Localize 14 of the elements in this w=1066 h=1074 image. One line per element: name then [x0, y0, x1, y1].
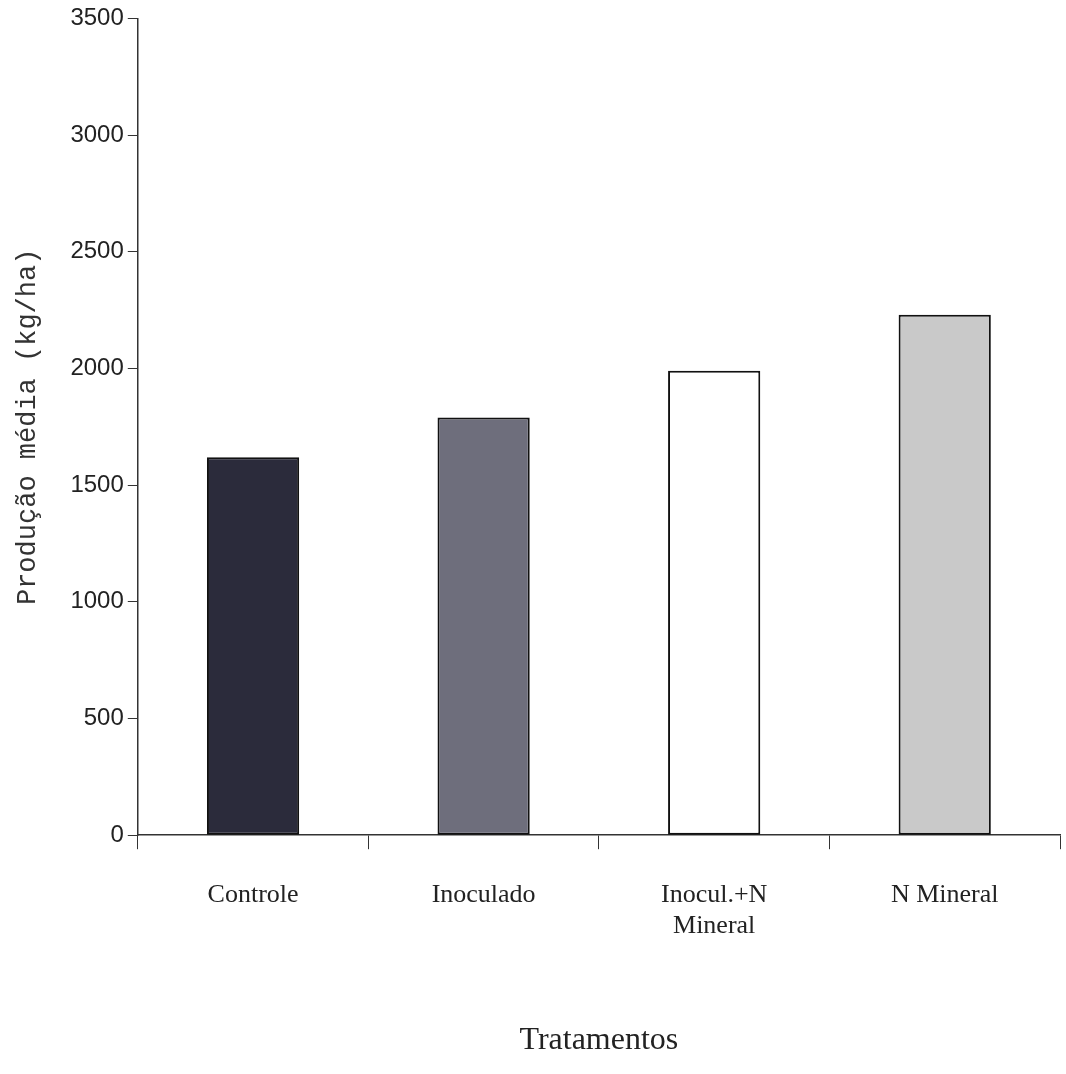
y-tick-label: 500: [83, 703, 124, 731]
x-tick-label: Controle: [207, 878, 299, 908]
y-tick-label: 0: [110, 819, 124, 847]
x-axis-title: Tratamentos: [519, 1020, 679, 1057]
y-axis-title: Produção média (kg/ha): [13, 248, 44, 606]
x-tick-label: Inocul.+N Mineral: [660, 878, 768, 939]
x-tick-label: Inoculado: [431, 878, 536, 908]
y-tick-label: 2000: [70, 353, 124, 381]
y-tick-label: 3000: [70, 119, 124, 147]
x-tick-label: N Mineral: [890, 878, 999, 908]
y-tick-label: 2500: [70, 236, 124, 264]
y-tick-label: 1500: [70, 469, 124, 497]
y-tick-label: 1000: [70, 586, 124, 614]
y-tick-label: 3500: [70, 3, 124, 31]
